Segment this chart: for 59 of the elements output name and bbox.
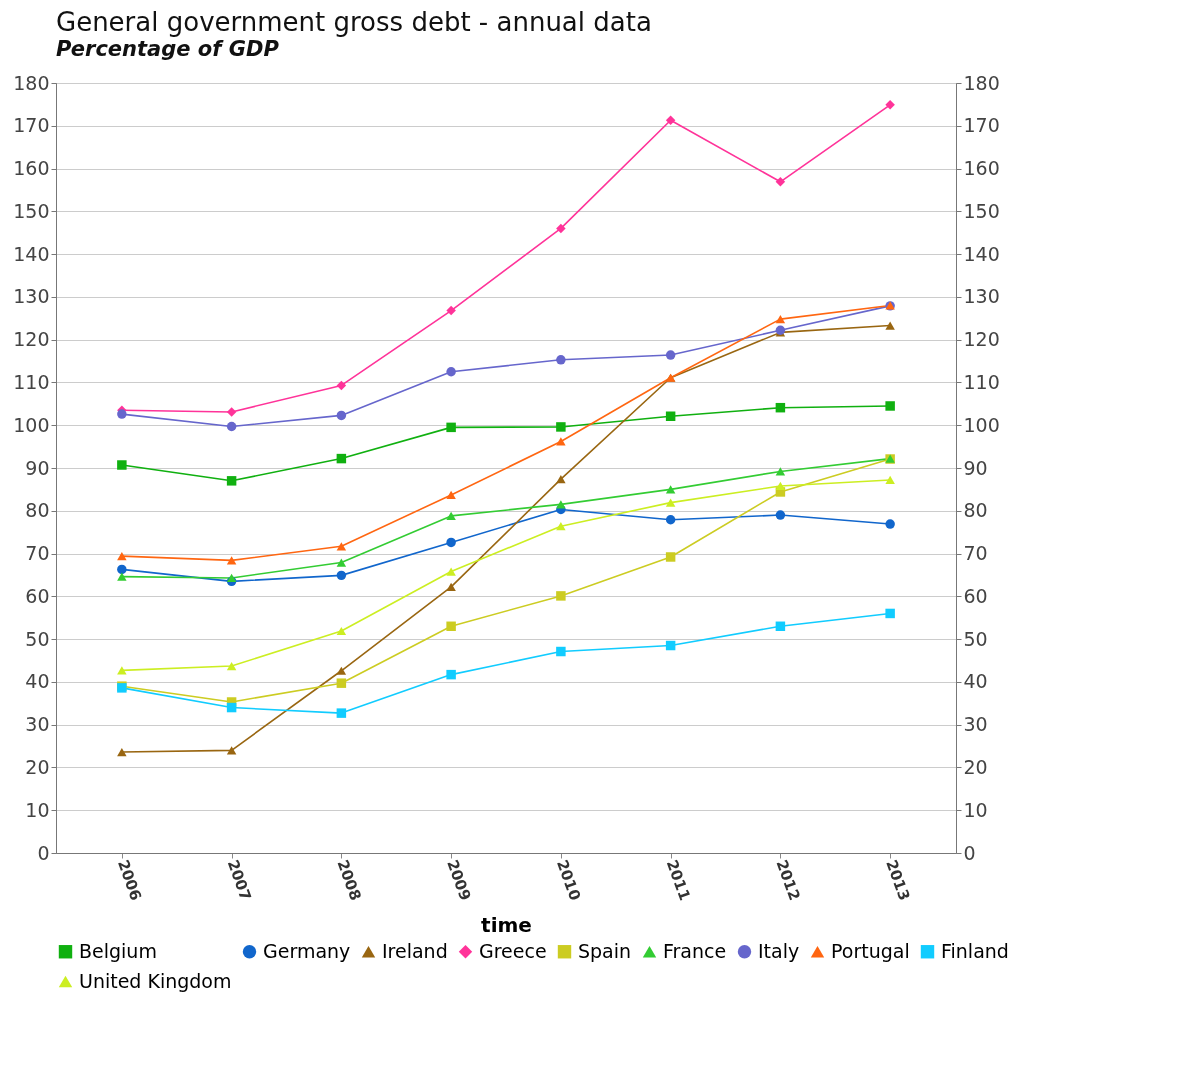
- x-tick-label: 2012: [772, 857, 804, 903]
- y2-tick-label: 170: [963, 114, 1000, 137]
- x-tick-label: 2006: [113, 857, 146, 903]
- y2-tick-label: 80: [963, 499, 988, 522]
- legend-label: Greece: [479, 939, 547, 962]
- y2-tick-label: 20: [963, 755, 988, 778]
- chart-subtitle: Percentage of GDP: [56, 37, 280, 61]
- x-tick-label: 2008: [333, 857, 365, 903]
- legend-label: United Kingdom: [79, 969, 232, 992]
- y2-tick-label: 50: [963, 627, 988, 650]
- legend-label: Belgium: [79, 939, 157, 962]
- legend-label: Ireland: [382, 939, 448, 962]
- y2-tick-label: 70: [963, 542, 988, 565]
- y2-tick-label: 60: [963, 584, 988, 607]
- x-tick-label: 2009: [443, 857, 475, 903]
- y-tick-label: 100: [13, 413, 50, 436]
- y-tick-label: 50: [25, 627, 50, 650]
- y-tick-label: 80: [25, 499, 50, 522]
- legend-label: Finland: [941, 939, 1009, 962]
- legend-label: Portugal: [831, 939, 910, 962]
- x-axis-title: time: [481, 913, 532, 938]
- x-tick-label: 2013: [882, 857, 914, 903]
- y-tick-label: 120: [13, 328, 50, 351]
- y-tick-label: 30: [25, 713, 50, 736]
- y-tick-label: 140: [13, 242, 50, 265]
- y-tick-label: 90: [25, 456, 50, 479]
- y-tick-label: 170: [13, 114, 50, 137]
- y-tick-label: 180: [13, 71, 50, 94]
- y-tick-label: 20: [25, 755, 50, 778]
- x-tick-label: 2007: [223, 857, 255, 903]
- legend-label: Spain: [578, 939, 632, 962]
- y2-tick-label: 110: [963, 370, 1000, 393]
- y2-tick-label: 130: [963, 285, 1000, 308]
- y2-tick-label: 90: [963, 456, 988, 479]
- y-tick-label: 60: [25, 584, 50, 607]
- y2-tick-label: 140: [963, 242, 1000, 265]
- legend-label: Germany: [263, 939, 351, 962]
- legend-label: Italy: [758, 939, 800, 962]
- legend-label: France: [663, 939, 727, 962]
- y-tick-label: 40: [25, 670, 50, 693]
- y2-tick-label: 10: [963, 798, 988, 821]
- y-tick-label: 160: [13, 157, 50, 180]
- y-tick-label: 0: [37, 841, 50, 864]
- y-tick-label: 10: [25, 798, 50, 821]
- y2-tick-label: 120: [963, 328, 1000, 351]
- y-tick-label: 110: [13, 370, 50, 393]
- y-tick-label: 130: [13, 285, 50, 308]
- y2-tick-label: 0: [963, 841, 976, 864]
- y2-tick-label: 40: [963, 670, 988, 693]
- x-tick-label: 2011: [662, 857, 694, 903]
- y2-tick-label: 100: [963, 413, 1000, 436]
- y2-tick-label: 160: [963, 157, 1000, 180]
- y-tick-label: 70: [25, 542, 50, 565]
- x-tick-label: 2010: [552, 857, 585, 903]
- y2-tick-label: 180: [963, 71, 1000, 94]
- y2-tick-label: 30: [963, 713, 988, 736]
- chart-title: General government gross debt - annual data: [56, 7, 652, 37]
- y-tick-label: 150: [13, 199, 50, 222]
- y2-tick-label: 150: [963, 199, 1000, 222]
